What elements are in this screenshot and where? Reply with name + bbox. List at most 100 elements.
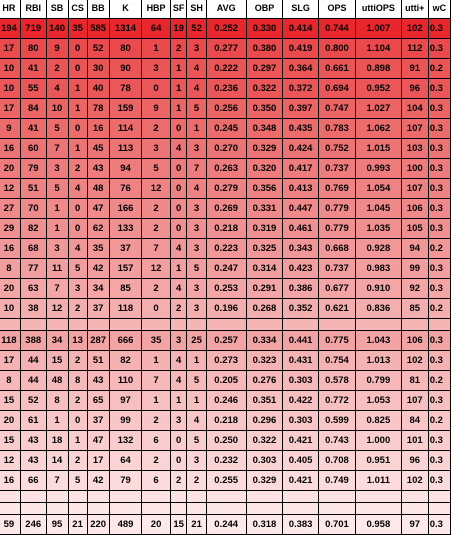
table-cell[interactable]: 7 xyxy=(45,138,69,159)
table-cell[interactable]: 0.318 xyxy=(245,514,284,535)
table-cell[interactable]: 0.350 xyxy=(245,98,284,119)
table-cell[interactable] xyxy=(317,318,357,331)
table-cell[interactable]: 92 xyxy=(400,278,429,299)
table-cell[interactable]: 4 xyxy=(186,178,207,199)
table-cell[interactable]: 5 xyxy=(186,258,207,279)
table-cell[interactable] xyxy=(86,502,110,515)
table-cell[interactable] xyxy=(355,490,402,503)
table-cell[interactable]: 106 xyxy=(400,198,429,219)
table-cell[interactable]: 0.277 xyxy=(205,38,247,59)
table-cell[interactable]: 0.276 xyxy=(245,370,284,391)
table-cell[interactable]: 4 xyxy=(169,238,188,259)
table-cell[interactable]: 3 xyxy=(141,58,171,79)
table-cell[interactable]: 0.247 xyxy=(205,258,247,279)
table-cell[interactable]: 0.424 xyxy=(282,138,319,159)
table-cell[interactable]: 1314 xyxy=(108,18,143,39)
table-cell[interactable]: 0.749 xyxy=(317,470,357,491)
table-cell[interactable]: 1.015 xyxy=(355,138,402,159)
table-cell[interactable]: 1 xyxy=(67,138,88,159)
table-cell[interactable] xyxy=(355,318,402,331)
table-cell[interactable]: 0.668 xyxy=(317,238,357,259)
table-cell[interactable]: 55 xyxy=(19,78,47,99)
table-cell[interactable]: 0 xyxy=(169,198,188,219)
table-cell[interactable] xyxy=(0,502,21,515)
table-cell[interactable]: 0.2 xyxy=(427,58,452,79)
table-cell[interactable]: 1 xyxy=(169,58,188,79)
table-cell[interactable]: 0.414 xyxy=(282,18,319,39)
table-cell[interactable]: 5 xyxy=(186,98,207,119)
table-cell[interactable]: 0.2 xyxy=(427,410,452,431)
table-cell[interactable]: 0.322 xyxy=(245,78,284,99)
table-cell[interactable]: 0.993 xyxy=(355,158,402,179)
table-cell[interactable]: 44 xyxy=(19,350,47,371)
table-cell[interactable]: 1.054 xyxy=(355,178,402,199)
table-cell[interactable]: 94 xyxy=(108,158,143,179)
table-cell[interactable]: 27 xyxy=(0,198,21,219)
table-cell[interactable]: 159 xyxy=(108,98,143,119)
table-cell[interactable]: 0.351 xyxy=(245,390,284,411)
table-cell[interactable]: 15 xyxy=(0,390,21,411)
table-cell[interactable]: 0.578 xyxy=(317,370,357,391)
table-cell[interactable] xyxy=(205,490,247,503)
table-cell[interactable]: 0.3 xyxy=(427,258,452,279)
table-cell[interactable]: 0.270 xyxy=(205,138,247,159)
table-cell[interactable]: 0 xyxy=(169,218,188,239)
table-cell[interactable]: 0.334 xyxy=(245,330,284,351)
table-cell[interactable]: 18 xyxy=(45,430,69,451)
table-cell[interactable]: 42 xyxy=(86,258,110,279)
table-cell[interactable] xyxy=(19,490,47,503)
table-cell[interactable]: 0.3 xyxy=(427,350,452,371)
table-cell[interactable]: 0.257 xyxy=(205,330,247,351)
table-cell[interactable]: 0.3 xyxy=(427,178,452,199)
table-cell[interactable]: 0.2 xyxy=(427,238,452,259)
table-cell[interactable] xyxy=(355,502,402,515)
table-cell[interactable]: 0.329 xyxy=(245,470,284,491)
table-cell[interactable]: 666 xyxy=(108,330,143,351)
table-cell[interactable]: 1 xyxy=(169,258,188,279)
table-cell[interactable]: 132 xyxy=(108,430,143,451)
table-cell[interactable]: 61 xyxy=(19,410,47,431)
table-cell[interactable]: 20 xyxy=(0,410,21,431)
table-cell[interactable]: 0.3 xyxy=(427,158,452,179)
table-cell[interactable]: 0.314 xyxy=(245,258,284,279)
table-cell[interactable]: 0.383 xyxy=(282,514,319,535)
table-cell[interactable]: 719 xyxy=(19,18,47,39)
table-cell[interactable]: 0.343 xyxy=(282,238,319,259)
table-cell[interactable]: 0.3 xyxy=(427,330,452,351)
table-cell[interactable]: 110 xyxy=(108,370,143,391)
table-cell[interactable]: 0.928 xyxy=(355,238,402,259)
table-cell[interactable]: 0 xyxy=(67,118,88,139)
table-cell[interactable]: 2 xyxy=(186,470,207,491)
table-cell[interactable] xyxy=(67,490,88,503)
table-cell[interactable]: 0 xyxy=(169,118,188,139)
table-cell[interactable]: 0.422 xyxy=(282,390,319,411)
table-cell[interactable]: 16 xyxy=(86,118,110,139)
table-cell[interactable]: 2 xyxy=(141,278,171,299)
table-cell[interactable]: 104 xyxy=(400,98,429,119)
table-cell[interactable]: 34 xyxy=(45,330,69,351)
table-cell[interactable]: 0.779 xyxy=(317,198,357,219)
table-cell[interactable] xyxy=(45,490,69,503)
table-cell[interactable] xyxy=(205,502,247,515)
table-cell[interactable]: 85 xyxy=(400,298,429,319)
table-cell[interactable]: 13 xyxy=(67,330,88,351)
table-cell[interactable]: 3 xyxy=(45,238,69,259)
table-cell[interactable]: 0.910 xyxy=(355,278,402,299)
table-cell[interactable]: 489 xyxy=(108,514,143,535)
table-cell[interactable]: 1 xyxy=(186,390,207,411)
table-cell[interactable]: 113 xyxy=(108,138,143,159)
table-cell[interactable]: 25 xyxy=(186,330,207,351)
table-cell[interactable]: 0.256 xyxy=(205,98,247,119)
table-cell[interactable]: 5 xyxy=(45,178,69,199)
table-cell[interactable]: 2 xyxy=(169,298,188,319)
table-cell[interactable]: 1 xyxy=(45,198,69,219)
table-cell[interactable]: 37 xyxy=(86,298,110,319)
table-cell[interactable] xyxy=(205,318,247,331)
column-header[interactable]: AVG xyxy=(205,0,247,19)
table-cell[interactable]: 101 xyxy=(400,430,429,451)
table-cell[interactable]: 0.2 xyxy=(427,370,452,391)
table-cell[interactable]: 118 xyxy=(108,298,143,319)
table-cell[interactable]: 0.246 xyxy=(205,390,247,411)
table-cell[interactable] xyxy=(427,490,452,503)
table-cell[interactable]: 0 xyxy=(67,198,88,219)
